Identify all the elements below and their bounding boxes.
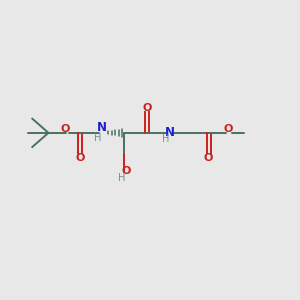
Text: O: O [142, 103, 152, 113]
Text: N: N [164, 126, 175, 139]
Text: H: H [94, 133, 102, 143]
Text: O: O [224, 124, 233, 134]
Text: O: O [75, 153, 85, 163]
Text: O: O [122, 167, 131, 176]
Text: H: H [162, 134, 169, 144]
Text: H: H [118, 173, 125, 183]
Text: O: O [61, 124, 70, 134]
Text: O: O [204, 153, 213, 163]
Text: N: N [97, 122, 107, 134]
